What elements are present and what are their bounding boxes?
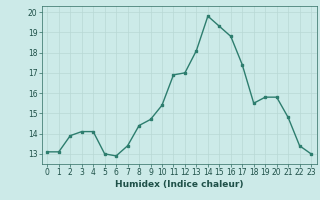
X-axis label: Humidex (Indice chaleur): Humidex (Indice chaleur) bbox=[115, 180, 244, 189]
